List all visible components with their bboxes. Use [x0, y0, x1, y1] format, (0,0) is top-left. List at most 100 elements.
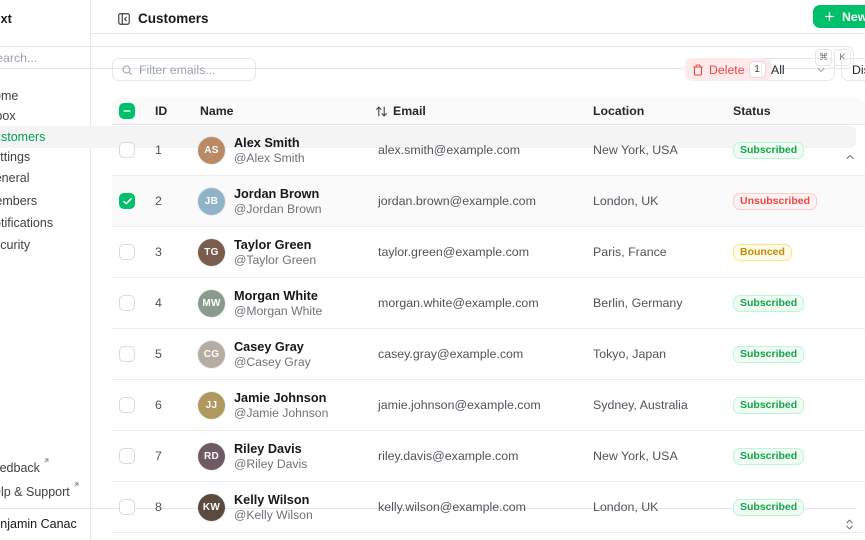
chevron-down-icon	[815, 64, 827, 76]
column-header-id: ID	[155, 104, 168, 118]
cell-id: 4	[155, 296, 162, 310]
cell-id: 7	[155, 449, 162, 463]
customer-handle: @Casey Gray	[234, 354, 311, 369]
column-header-location: Location	[593, 104, 645, 118]
status-filter-select[interactable]: All	[761, 58, 835, 81]
customer-handle: @Riley Davis	[234, 456, 308, 471]
cell-id: 3	[155, 245, 162, 259]
status-badge: Subscribed	[733, 141, 805, 159]
table-row[interactable]: 4 MW Morgan White @Morgan White morgan.white…	[112, 278, 865, 329]
customer-handle: @Jordan Brown	[234, 201, 322, 216]
cell-name: Casey Gray @Casey Gray	[234, 329, 311, 379]
table-header: ID Name Email Location Status	[112, 98, 865, 125]
row-checkbox[interactable]	[119, 448, 135, 464]
table-row[interactable]	[112, 533, 865, 540]
status-badge: Subscribed	[733, 294, 805, 312]
status-badge: Bounced	[733, 243, 792, 261]
header-divider	[91, 33, 865, 34]
customer-name: Casey Gray	[234, 339, 304, 354]
sidebar-item-general[interactable]: General	[0, 171, 30, 185]
row-checkbox[interactable]	[119, 244, 135, 260]
cell-name: Jordan Brown @Jordan Brown	[234, 176, 322, 226]
customer-handle: @Alex Smith	[234, 150, 305, 165]
sidebar-link-help-support[interactable]: Help & Support	[0, 482, 856, 502]
avatar: RD	[198, 442, 225, 470]
cell-location: New York, USA	[593, 449, 678, 463]
sidebar-item-settings[interactable]: Settings	[0, 147, 856, 167]
collapse-sidebar-icon[interactable]	[117, 12, 131, 26]
sidebar-item-notifications[interactable]: Notifications	[0, 216, 54, 230]
search-placeholder: Search...	[0, 50, 38, 65]
cell-email: alex.smith@example.com	[378, 143, 521, 157]
sidebar-item-members[interactable]: Members	[0, 194, 38, 208]
customer-handle: @Kelly Wilson	[234, 507, 313, 522]
cell-email: kelly.wilson@example.com	[378, 500, 527, 514]
row-checkbox[interactable]	[119, 142, 135, 158]
cell-id: 5	[155, 347, 162, 361]
filter-placeholder: Filter emails...	[139, 62, 216, 77]
filter-emails-input[interactable]: Filter emails...	[112, 58, 256, 81]
cell-email: casey.gray@example.com	[378, 347, 524, 361]
cell-email: morgan.white@example.com	[378, 296, 539, 310]
cell-email: riley.davis@example.com	[378, 449, 519, 463]
table-row[interactable]: 6 JJ Jamie Johnson @Jamie Johnson jamie.john…	[112, 380, 865, 431]
cell-email: jamie.johnson@example.com	[378, 398, 541, 412]
cmd-key: ⌘	[815, 49, 832, 66]
customer-name: Alex Smith	[234, 135, 300, 150]
table-row[interactable]: 3 TG Taylor Green @Taylor Green taylor.green…	[112, 227, 865, 278]
column-header-status: Status	[733, 104, 771, 118]
sidebar-link-feedback[interactable]: Feedback	[0, 458, 856, 478]
cell-id: 1	[155, 143, 162, 157]
customer-handle: @Morgan White	[234, 303, 323, 318]
table-row[interactable]: 1 AS Alex Smith @Alex Smith alex.smith@examp…	[112, 125, 865, 176]
row-checkbox[interactable]	[119, 295, 135, 311]
new-customer-button[interactable]: New customer	[813, 5, 865, 28]
table-row[interactable]: 2 JB Jordan Brown @Jordan Brown jordan.brown…	[112, 176, 865, 227]
display-button[interactable]: Display	[841, 58, 865, 81]
status-badge: Subscribed	[733, 345, 805, 363]
table-row[interactable]: 7 RD Riley Davis @Riley Davis riley.davis@ex…	[112, 431, 865, 482]
row-checkbox[interactable]	[119, 499, 135, 515]
customer-name: Morgan White	[234, 288, 318, 303]
sidebar-divider	[90, 0, 91, 540]
status-badge: Subscribed	[733, 447, 805, 465]
row-checkbox[interactable]	[119, 193, 135, 209]
status-badge: Subscribed	[733, 498, 805, 516]
sidebar-item-home[interactable]: Home	[0, 89, 19, 103]
avatar: JB	[198, 187, 225, 215]
status-badge: Unsubscribed	[733, 192, 818, 210]
row-checkbox[interactable]	[119, 397, 135, 413]
customer-handle: @Taylor Green	[234, 252, 317, 267]
chevron-up-down-icon	[843, 518, 856, 531]
avatar: AS	[198, 136, 225, 164]
avatar: TG	[198, 238, 225, 266]
search-icon	[121, 64, 133, 76]
delete-button[interactable]: Delete 1	[685, 58, 772, 81]
user-menu[interactable]: Benjamin Canac	[0, 514, 856, 534]
customer-name: Kelly Wilson	[234, 492, 310, 507]
customer-name: Jamie Johnson	[234, 390, 327, 405]
cell-id: 8	[155, 500, 162, 514]
table-row[interactable]: 5 CG Casey Gray @Casey Gray casey.gray@examp…	[112, 329, 865, 380]
select-all-checkbox[interactable]	[119, 103, 135, 119]
cell-email: jordan.brown@example.com	[378, 194, 536, 208]
external-link-icon	[73, 481, 80, 488]
workspace-name: Nuxt	[0, 12, 12, 26]
column-header-email[interactable]: Email	[375, 98, 426, 124]
cell-location: London, UK	[593, 500, 659, 514]
cell-email: taylor.green@example.com	[378, 245, 530, 259]
user-name: Benjamin Canac	[0, 517, 77, 531]
row-checkbox[interactable]	[119, 346, 135, 362]
table-body: 1 AS Alex Smith @Alex Smith alex.smith@examp…	[112, 125, 865, 540]
cell-name: Taylor Green @Taylor Green	[234, 227, 316, 277]
status-badge: Subscribed	[733, 396, 805, 414]
sort-icon	[375, 105, 388, 118]
customer-name: Taylor Green	[234, 237, 312, 252]
cell-location: Berlin, Germany	[593, 296, 683, 310]
table-row[interactable]: 8 KW Kelly Wilson @Kelly Wilson kelly.wilson…	[112, 482, 865, 533]
sidebar-item-security[interactable]: Security	[0, 238, 31, 252]
cell-location: Sydney, Australia	[593, 398, 688, 412]
plus-icon	[823, 10, 836, 23]
avatar: CG	[198, 340, 225, 368]
